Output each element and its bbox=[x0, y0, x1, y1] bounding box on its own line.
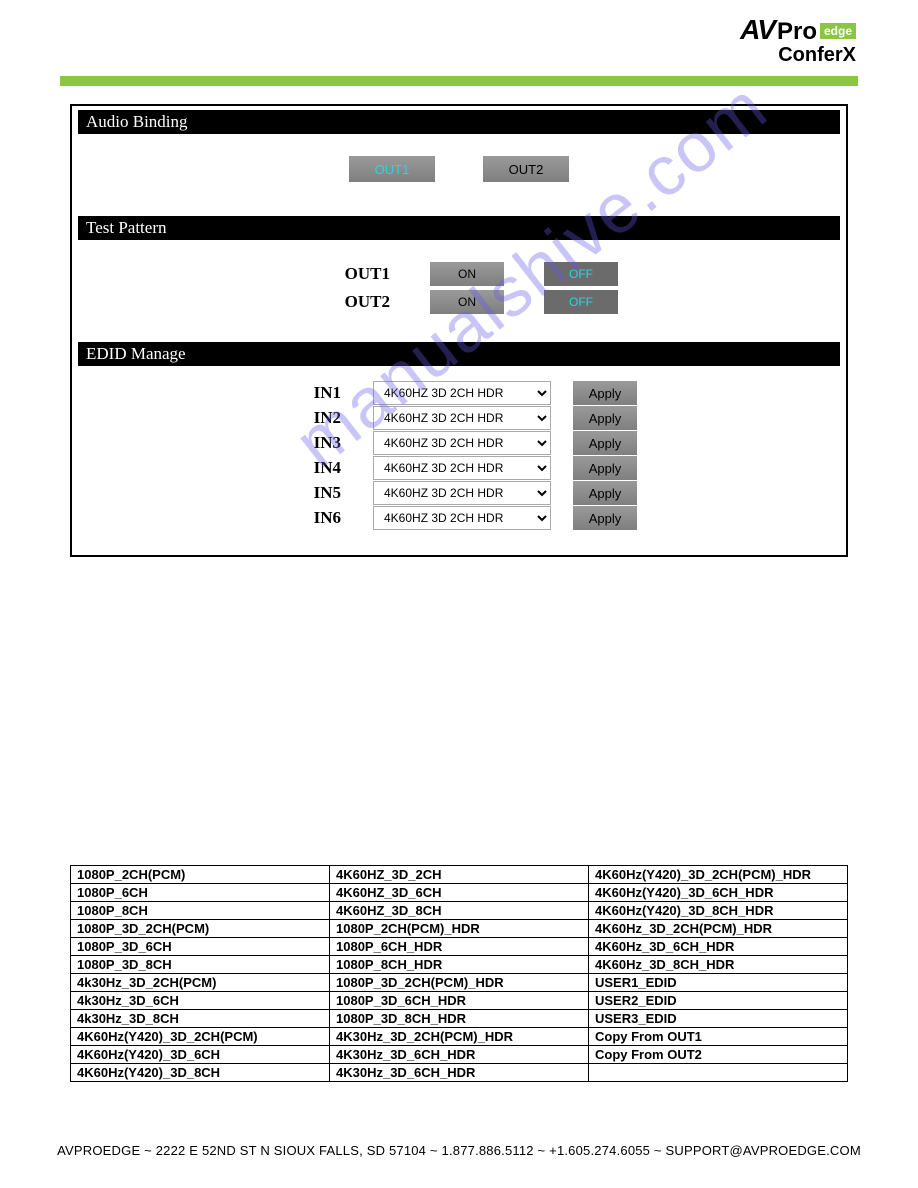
table-cell: 4K60Hz_3D_2CH(PCM)_HDR bbox=[589, 920, 848, 938]
table-cell: 1080P_3D_2CH(PCM) bbox=[71, 920, 330, 938]
table-cell: 4K60HZ_3D_2CH bbox=[330, 866, 589, 884]
edid-row-in6: IN6 4K60HZ 3D 2CH HDR Apply bbox=[72, 506, 846, 530]
brand-logo: AVProedge ConferX bbox=[740, 14, 856, 67]
table-cell: USER1_EDID bbox=[589, 974, 848, 992]
table-cell: 4K60Hz(Y420)_3D_8CH_HDR bbox=[589, 902, 848, 920]
table-cell: 4K30Hz_3D_6CH_HDR bbox=[330, 1046, 589, 1064]
table-cell: 4K60Hz_3D_6CH_HDR bbox=[589, 938, 848, 956]
table-row: 1080P_2CH(PCM)4K60HZ_3D_2CH4K60Hz(Y420)_… bbox=[71, 866, 848, 884]
table-row: 4k30Hz_3D_8CH1080P_3D_8CH_HDRUSER3_EDID bbox=[71, 1010, 848, 1028]
edid-select-in4[interactable]: 4K60HZ 3D 2CH HDR bbox=[373, 456, 551, 480]
tp-out2-off-button[interactable]: OFF bbox=[544, 290, 618, 314]
tp-out1-off-button[interactable]: OFF bbox=[544, 262, 618, 286]
tp-label-out1: OUT1 bbox=[300, 264, 390, 284]
table-cell: 1080P_6CH_HDR bbox=[330, 938, 589, 956]
table-cell: 4K30Hz_3D_6CH_HDR bbox=[330, 1064, 589, 1082]
edid-select-in6[interactable]: 4K60HZ 3D 2CH HDR bbox=[373, 506, 551, 530]
table-cell: Copy From OUT1 bbox=[589, 1028, 848, 1046]
table-cell: 1080P_2CH(PCM) bbox=[71, 866, 330, 884]
table-cell: 4K60Hz(Y420)_3D_6CH bbox=[71, 1046, 330, 1064]
edid-rows: IN1 4K60HZ 3D 2CH HDR Apply IN2 4K60HZ 3… bbox=[72, 366, 846, 530]
audio-out1-button[interactable]: OUT1 bbox=[349, 156, 435, 182]
audio-out2-button[interactable]: OUT2 bbox=[483, 156, 569, 182]
edid-label-in6: IN6 bbox=[281, 508, 341, 528]
edid-apply-in6[interactable]: Apply bbox=[573, 506, 637, 530]
table-cell: 4K60Hz(Y420)_3D_6CH_HDR bbox=[589, 884, 848, 902]
edid-label-in1: IN1 bbox=[281, 383, 341, 403]
section-header-test-pattern: Test Pattern bbox=[78, 216, 840, 240]
table-cell: 1080P_3D_6CH bbox=[71, 938, 330, 956]
table-cell: USER3_EDID bbox=[589, 1010, 848, 1028]
table-cell: 4K60HZ_3D_6CH bbox=[330, 884, 589, 902]
table-row: 1080P_3D_8CH1080P_8CH_HDR4K60Hz_3D_8CH_H… bbox=[71, 956, 848, 974]
table-cell: Copy From OUT2 bbox=[589, 1046, 848, 1064]
edid-label-in2: IN2 bbox=[281, 408, 341, 428]
table-row: 4K60Hz(Y420)_3D_2CH(PCM)4K30Hz_3D_2CH(PC… bbox=[71, 1028, 848, 1046]
table-cell: 4K60Hz(Y420)_3D_2CH(PCM)_HDR bbox=[589, 866, 848, 884]
table-row: 1080P_3D_2CH(PCM)1080P_2CH(PCM)_HDR4K60H… bbox=[71, 920, 848, 938]
edid-row-in5: IN5 4K60HZ 3D 2CH HDR Apply bbox=[72, 481, 846, 505]
audio-binding-row: OUT1 OUT2 bbox=[72, 134, 846, 212]
table-cell: 4K60HZ_3D_8CH bbox=[330, 902, 589, 920]
table-cell bbox=[589, 1064, 848, 1082]
table-cell: 4k30Hz_3D_6CH bbox=[71, 992, 330, 1010]
edid-row-in2: IN2 4K60HZ 3D 2CH HDR Apply bbox=[72, 406, 846, 430]
test-pattern-row-out2: OUT2 ON OFF bbox=[72, 290, 846, 314]
logo-edge: edge bbox=[820, 23, 856, 39]
edid-label-in5: IN5 bbox=[281, 483, 341, 503]
table-cell: 4k30Hz_3D_8CH bbox=[71, 1010, 330, 1028]
edid-apply-in2[interactable]: Apply bbox=[573, 406, 637, 430]
edid-label-in3: IN3 bbox=[281, 433, 341, 453]
edid-label-in4: IN4 bbox=[281, 458, 341, 478]
page-footer: AVPROEDGE ~ 2222 E 52ND ST N SIOUX FALLS… bbox=[0, 1143, 918, 1158]
table-cell: 4K60Hz(Y420)_3D_8CH bbox=[71, 1064, 330, 1082]
table-cell: 4K30Hz_3D_2CH(PCM)_HDR bbox=[330, 1028, 589, 1046]
edid-select-in1[interactable]: 4K60HZ 3D 2CH HDR bbox=[373, 381, 551, 405]
table-cell: 1080P_6CH bbox=[71, 884, 330, 902]
section-header-edid-manage: EDID Manage bbox=[78, 342, 840, 366]
edid-apply-in4[interactable]: Apply bbox=[573, 456, 637, 480]
table-row: 1080P_3D_6CH1080P_6CH_HDR4K60Hz_3D_6CH_H… bbox=[71, 938, 848, 956]
table-row: 1080P_8CH4K60HZ_3D_8CH4K60Hz(Y420)_3D_8C… bbox=[71, 902, 848, 920]
test-pattern-rows: OUT1 ON OFF OUT2 ON OFF bbox=[72, 240, 846, 338]
edid-options-table: 1080P_2CH(PCM)4K60HZ_3D_2CH4K60Hz(Y420)_… bbox=[70, 865, 848, 1082]
config-panel: Audio Binding OUT1 OUT2 Test Pattern OUT… bbox=[70, 104, 848, 557]
table-cell: USER2_EDID bbox=[589, 992, 848, 1010]
edid-apply-in3[interactable]: Apply bbox=[573, 431, 637, 455]
test-pattern-row-out1: OUT1 ON OFF bbox=[72, 262, 846, 286]
edid-row-in3: IN3 4K60HZ 3D 2CH HDR Apply bbox=[72, 431, 846, 455]
table-cell: 1080P_8CH_HDR bbox=[330, 956, 589, 974]
table-cell: 4K60Hz(Y420)_3D_2CH(PCM) bbox=[71, 1028, 330, 1046]
table-cell: 1080P_3D_2CH(PCM)_HDR bbox=[330, 974, 589, 992]
table-row: 1080P_6CH4K60HZ_3D_6CH4K60Hz(Y420)_3D_6C… bbox=[71, 884, 848, 902]
edid-apply-in5[interactable]: Apply bbox=[573, 481, 637, 505]
logo-subtitle: ConferX bbox=[740, 44, 856, 67]
tp-out1-on-button[interactable]: ON bbox=[430, 262, 504, 286]
table-cell: 1080P_3D_8CH_HDR bbox=[330, 1010, 589, 1028]
table-cell: 1080P_3D_6CH_HDR bbox=[330, 992, 589, 1010]
table-cell: 1080P_8CH bbox=[71, 902, 330, 920]
section-header-audio-binding: Audio Binding bbox=[78, 110, 840, 134]
logo-av: AV bbox=[740, 14, 775, 45]
table-row: 4k30Hz_3D_6CH1080P_3D_6CH_HDRUSER2_EDID bbox=[71, 992, 848, 1010]
table-cell: 1080P_2CH(PCM)_HDR bbox=[330, 920, 589, 938]
table-row: 4k30Hz_3D_2CH(PCM)1080P_3D_2CH(PCM)_HDRU… bbox=[71, 974, 848, 992]
table-cell: 4k30Hz_3D_2CH(PCM) bbox=[71, 974, 330, 992]
logo-pro: Pro bbox=[777, 18, 817, 45]
table-row: 4K60Hz(Y420)_3D_6CH4K30Hz_3D_6CH_HDRCopy… bbox=[71, 1046, 848, 1064]
edid-apply-in1[interactable]: Apply bbox=[573, 381, 637, 405]
edid-row-in4: IN4 4K60HZ 3D 2CH HDR Apply bbox=[72, 456, 846, 480]
tp-out2-on-button[interactable]: ON bbox=[430, 290, 504, 314]
accent-bar bbox=[60, 76, 858, 86]
edid-select-in2[interactable]: 4K60HZ 3D 2CH HDR bbox=[373, 406, 551, 430]
table-row: 4K60Hz(Y420)_3D_8CH4K30Hz_3D_6CH_HDR bbox=[71, 1064, 848, 1082]
table-cell: 4K60Hz_3D_8CH_HDR bbox=[589, 956, 848, 974]
tp-label-out2: OUT2 bbox=[300, 292, 390, 312]
edid-row-in1: IN1 4K60HZ 3D 2CH HDR Apply bbox=[72, 381, 846, 405]
table-cell: 1080P_3D_8CH bbox=[71, 956, 330, 974]
edid-select-in3[interactable]: 4K60HZ 3D 2CH HDR bbox=[373, 431, 551, 455]
edid-select-in5[interactable]: 4K60HZ 3D 2CH HDR bbox=[373, 481, 551, 505]
